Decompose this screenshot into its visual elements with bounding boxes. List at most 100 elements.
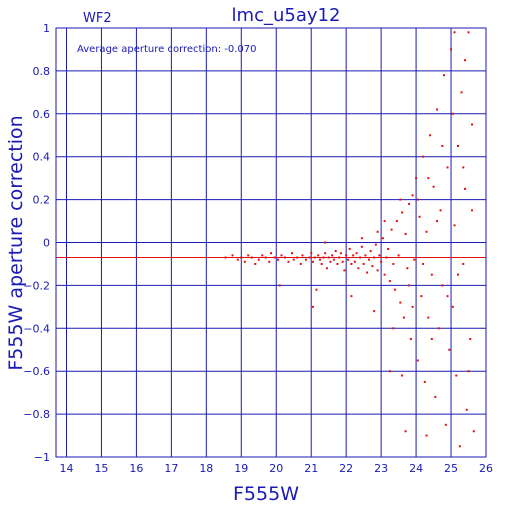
data-point [247, 254, 250, 257]
x-tick-label: 17 [164, 462, 178, 475]
data-point [451, 112, 454, 115]
x-tick-label: 21 [304, 462, 318, 475]
data-point [339, 252, 342, 255]
data-point [369, 250, 372, 253]
data-point [446, 295, 449, 298]
data-point [341, 260, 344, 263]
data-point [425, 434, 428, 437]
data-point [469, 338, 472, 341]
data-point [313, 256, 316, 259]
data-point [224, 256, 227, 259]
data-point [448, 348, 451, 351]
data-point [315, 288, 318, 291]
data-point [287, 260, 290, 263]
plot-frame [55, 27, 487, 458]
data-point [331, 254, 334, 257]
data-point [453, 224, 456, 227]
data-point [422, 155, 425, 158]
data-point [464, 187, 467, 190]
x-tick-label: 22 [339, 462, 353, 475]
data-point [441, 284, 444, 287]
x-tick-label: 23 [374, 462, 388, 475]
data-point [427, 316, 430, 319]
x-tick-label: 16 [129, 462, 143, 475]
data-point [462, 262, 465, 265]
data-point [283, 256, 286, 259]
data-point [446, 166, 449, 169]
data-point [273, 256, 276, 259]
data-point [404, 232, 407, 235]
data-point [416, 198, 419, 201]
data-point [434, 395, 437, 398]
data-point [346, 258, 349, 261]
data-point [257, 258, 260, 261]
data-point [243, 260, 246, 263]
data-point [350, 262, 353, 265]
data-point [415, 177, 418, 180]
data-point [322, 256, 325, 259]
x-tick-label: 25 [444, 462, 458, 475]
y-tick-label: −0.4 [23, 322, 50, 335]
data-point [413, 258, 416, 261]
y-tick-label: 0.8 [33, 65, 51, 78]
data-point [392, 327, 395, 330]
data-point [254, 262, 257, 265]
data-point [324, 241, 327, 244]
data-point [268, 260, 271, 263]
data-point [373, 256, 376, 259]
data-point [373, 310, 376, 313]
data-point [397, 254, 400, 257]
data-point [348, 247, 351, 250]
data-point [231, 254, 234, 257]
data-point [404, 430, 407, 433]
data-point [350, 295, 353, 298]
data-point [465, 408, 468, 411]
data-point [383, 220, 386, 223]
data-point [467, 370, 470, 373]
x-tick-label: 18 [199, 462, 213, 475]
data-point [409, 338, 412, 341]
data-point [432, 185, 435, 188]
y-tick-label: −0.6 [23, 365, 50, 378]
data-point [318, 258, 321, 261]
data-point [388, 280, 391, 283]
y-tick-label: 0 [43, 237, 50, 250]
data-point [401, 374, 404, 377]
data-points [224, 31, 475, 448]
data-point [250, 256, 253, 259]
data-point [304, 258, 307, 261]
data-point [423, 380, 426, 383]
data-point [296, 256, 299, 259]
data-point [327, 256, 330, 259]
data-point [310, 252, 313, 255]
data-point [385, 256, 388, 259]
data-point [401, 211, 404, 214]
data-point [311, 305, 314, 308]
y-axis-label: F555W aperture correction [5, 115, 27, 370]
data-point [429, 134, 432, 137]
data-point [360, 237, 363, 240]
data-point [343, 269, 346, 272]
data-point [471, 209, 474, 212]
data-point [399, 198, 402, 201]
data-point [416, 359, 419, 362]
data-point [240, 256, 243, 259]
data-point [360, 245, 363, 248]
data-point [364, 254, 367, 257]
data-point [362, 262, 365, 265]
data-point [427, 177, 430, 180]
data-point [332, 258, 335, 261]
data-point [388, 370, 391, 373]
data-point [329, 260, 332, 263]
x-tick-label: 15 [94, 462, 108, 475]
data-point [395, 220, 398, 223]
data-point [444, 423, 447, 426]
y-tick-label: −1 [34, 451, 50, 464]
data-point [418, 215, 421, 218]
y-tick-label: 0.6 [33, 108, 51, 121]
data-point [376, 230, 379, 233]
data-point [464, 59, 467, 62]
data-point [325, 267, 328, 270]
data-point [270, 252, 272, 255]
